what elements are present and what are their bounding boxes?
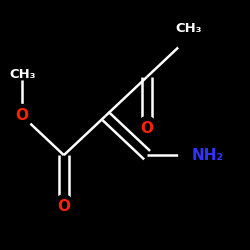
- Circle shape: [9, 50, 35, 80]
- Circle shape: [176, 22, 202, 53]
- Circle shape: [12, 104, 32, 128]
- Text: O: O: [16, 108, 29, 124]
- Text: CH₃: CH₃: [176, 22, 202, 35]
- Text: O: O: [57, 199, 70, 214]
- Text: CH₃: CH₃: [9, 68, 36, 81]
- Text: O: O: [140, 120, 153, 136]
- Circle shape: [54, 195, 74, 218]
- Text: NH₂: NH₂: [191, 148, 224, 163]
- Circle shape: [137, 116, 157, 140]
- Circle shape: [179, 144, 199, 167]
